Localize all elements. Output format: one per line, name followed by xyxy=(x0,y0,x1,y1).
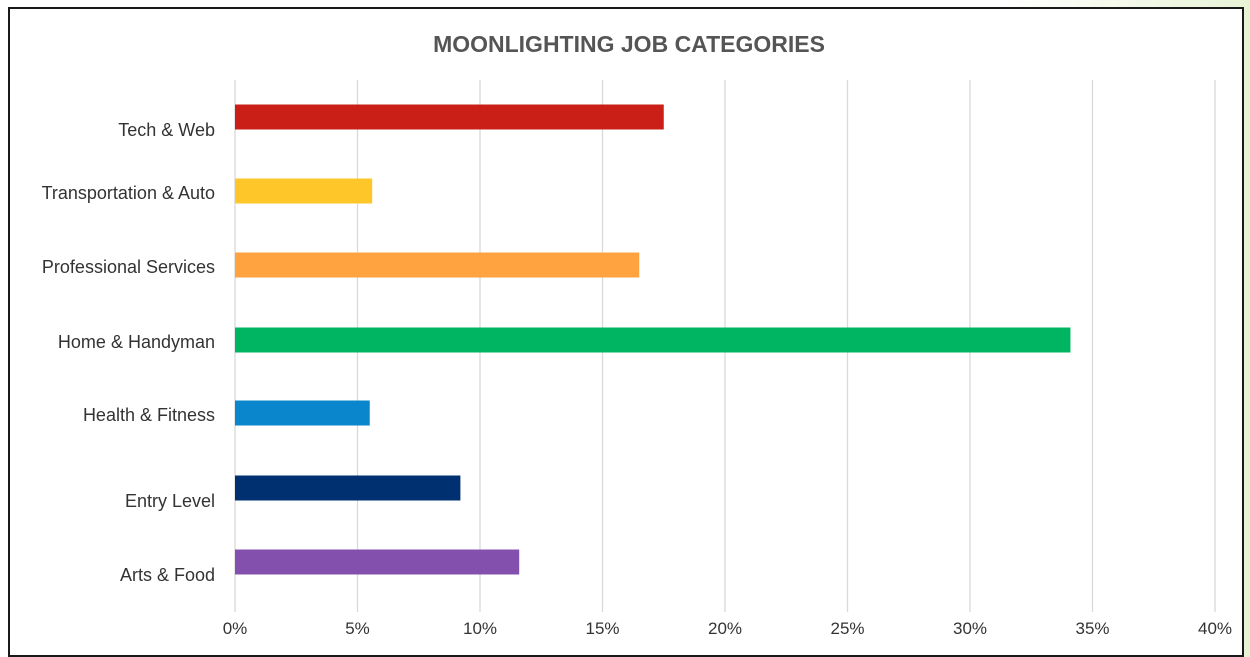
bar xyxy=(235,252,640,278)
category-label: Home & Handyman xyxy=(58,332,215,352)
category-labels: Tech & Web Transportation & Auto Professio… xyxy=(42,120,215,585)
x-tick-label: 10% xyxy=(463,619,497,638)
x-tick-label: 5% xyxy=(345,619,370,638)
bars xyxy=(235,104,1071,575)
x-tick-label: 25% xyxy=(830,619,864,638)
category-label: Professional Services xyxy=(42,257,215,277)
bar xyxy=(235,104,664,130)
x-tick-label: 35% xyxy=(1075,619,1109,638)
category-label: Arts & Food xyxy=(120,565,215,585)
category-label: Transportation & Auto xyxy=(42,183,215,203)
x-tick-label: 30% xyxy=(953,619,987,638)
chart-title: MOONLIGHTING JOB CATEGORIES xyxy=(433,31,825,57)
bar xyxy=(235,400,370,426)
bar xyxy=(235,327,1071,353)
category-label: Entry Level xyxy=(125,491,215,511)
bar xyxy=(235,549,520,575)
x-tick-label: 20% xyxy=(708,619,742,638)
bar xyxy=(235,475,461,501)
x-tick-label: 40% xyxy=(1198,619,1232,638)
x-tick-label: 15% xyxy=(585,619,619,638)
category-label: Tech & Web xyxy=(118,120,215,140)
x-tick-labels: 0% 5% 10% 15% 20% 25% 30% 35% 40% xyxy=(223,619,1232,638)
x-tick-label: 0% xyxy=(223,619,248,638)
bar xyxy=(235,178,373,204)
category-label: Health & Fitness xyxy=(83,405,215,425)
